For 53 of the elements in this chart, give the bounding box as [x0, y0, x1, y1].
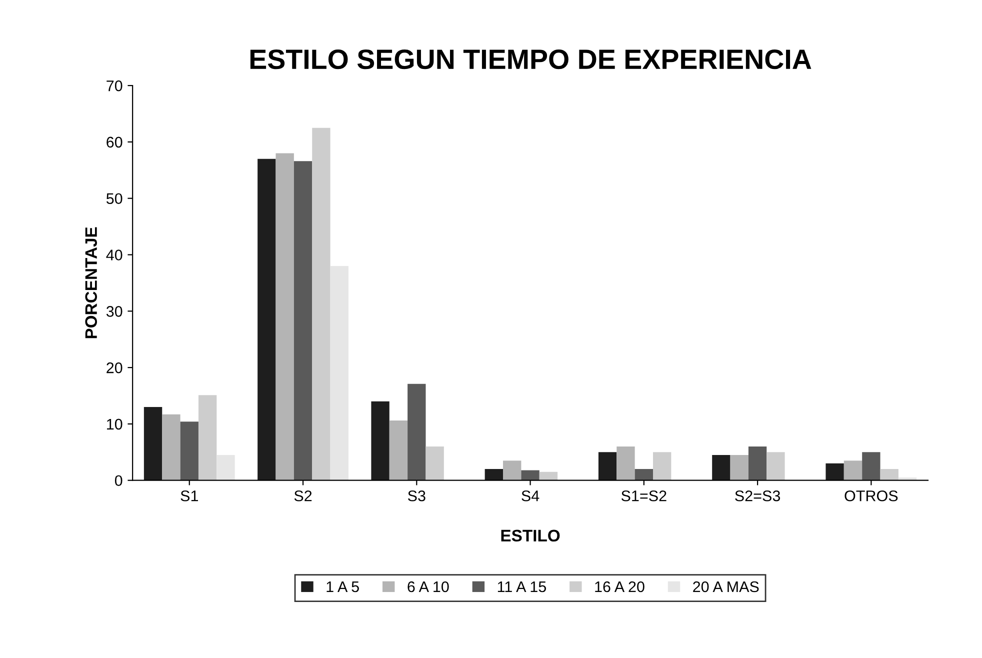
legend-label: 20 A MAS	[693, 581, 759, 592]
y-tick-label: 60	[106, 136, 122, 148]
legend-label: 16 A 20	[595, 581, 644, 592]
x-tick-label: S1=S2	[621, 490, 666, 502]
y-tick-label: 30	[106, 306, 122, 317]
bar	[198, 395, 217, 480]
bar	[484, 469, 504, 480]
bar	[598, 452, 617, 480]
bar	[826, 463, 844, 480]
bar	[294, 161, 312, 480]
y-tick-label: 20	[106, 362, 122, 374]
legend-label: 1 A 5	[326, 582, 359, 592]
legend-label: 6 A 10	[408, 581, 449, 592]
bar	[748, 446, 767, 480]
bar	[766, 452, 785, 480]
bar	[862, 452, 880, 480]
bar	[521, 470, 540, 480]
y-tick-label: 50	[106, 193, 122, 204]
bar	[258, 158, 276, 480]
y-axis-title: PORCENTAJE	[85, 227, 98, 338]
x-tick-label: S4	[522, 490, 540, 502]
bar	[389, 420, 408, 480]
bar	[180, 422, 198, 480]
bar	[503, 460, 522, 480]
bar	[730, 454, 748, 480]
bar	[539, 472, 558, 480]
bar	[276, 153, 294, 480]
x-tick-label: OTROS	[844, 490, 898, 502]
x-tick-label: S3	[408, 490, 426, 502]
bar	[653, 452, 672, 480]
bar	[844, 460, 862, 480]
bar	[426, 446, 444, 480]
y-tick-label: 70	[106, 80, 122, 92]
x-axis-title: ESTILO	[501, 530, 560, 542]
bar	[312, 128, 330, 480]
bar	[408, 384, 426, 480]
bar	[162, 414, 180, 480]
y-tick-label: 40	[106, 250, 122, 260]
bar	[634, 469, 653, 480]
bar	[216, 454, 235, 480]
bar	[880, 469, 898, 480]
x-tick-label: S2	[294, 490, 312, 502]
y-tick-label: 10	[107, 418, 122, 430]
bar	[371, 401, 390, 480]
legend-label: 11 A 15	[498, 582, 546, 592]
x-tick-label: S1	[180, 490, 198, 502]
bar	[712, 454, 730, 480]
x-tick-label: S2=S3	[735, 490, 780, 502]
bar	[616, 446, 635, 480]
bar	[330, 266, 348, 480]
chart-title: ESTILO SEGUN TIEMPO DE EXPERIENCIA	[250, 49, 812, 70]
bar	[144, 407, 162, 480]
y-tick-label: 0	[114, 475, 122, 486]
